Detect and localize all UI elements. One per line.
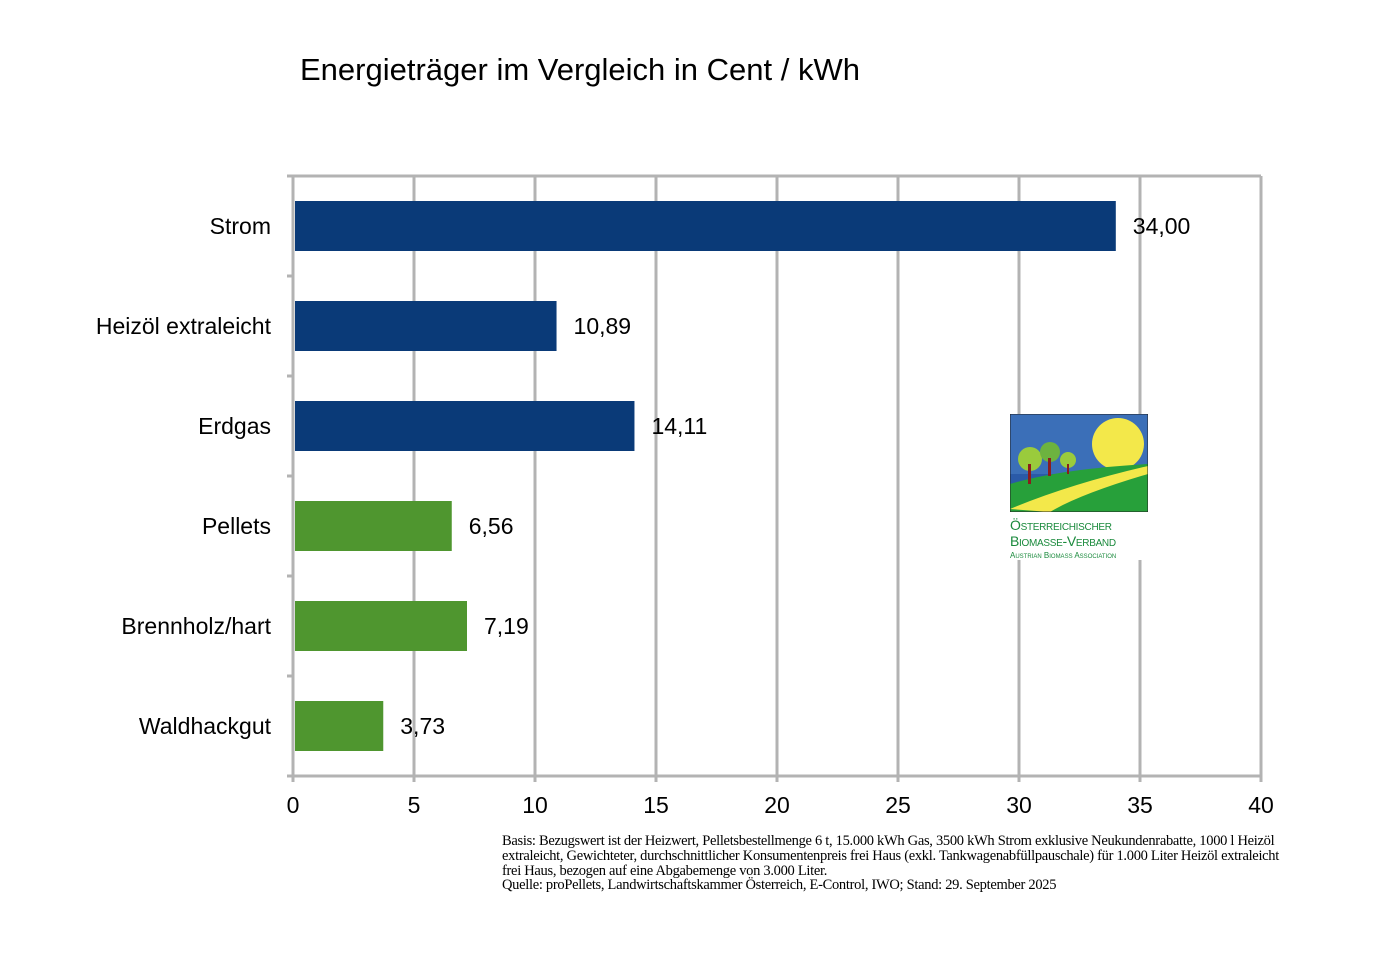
value-label: 34,00 bbox=[1133, 213, 1191, 239]
x-tick-label: 30 bbox=[1006, 792, 1032, 818]
category-label: Strom bbox=[210, 213, 271, 239]
x-tick-label: 25 bbox=[885, 792, 911, 818]
category-label: Waldhackgut bbox=[139, 713, 272, 739]
footnote: Basis: Bezugswert ist der Heizwert, Pell… bbox=[502, 834, 1282, 893]
landscape-logo-icon bbox=[1009, 413, 1149, 513]
category-label: Heizöl extraleicht bbox=[96, 313, 272, 339]
x-tick-label: 0 bbox=[287, 792, 300, 818]
x-tick-label: 10 bbox=[522, 792, 548, 818]
logo-line1: Österreichischer bbox=[1010, 517, 1112, 533]
chart-title: Energieträger im Vergleich in Cent / kWh bbox=[300, 52, 860, 87]
x-tick-label: 35 bbox=[1127, 792, 1153, 818]
logo-line3: Austrian Biomass Association bbox=[1010, 551, 1117, 560]
value-label: 7,19 bbox=[484, 613, 529, 639]
bar-pellets bbox=[295, 501, 452, 551]
bar-brennholz-hart bbox=[295, 601, 467, 651]
value-label: 6,56 bbox=[469, 513, 514, 539]
category-label: Brennholz/hart bbox=[121, 613, 271, 639]
x-tick-label: 5 bbox=[408, 792, 421, 818]
x-tick-label: 15 bbox=[643, 792, 669, 818]
bar-waldhackgut bbox=[295, 701, 384, 751]
x-tick-label: 20 bbox=[764, 792, 790, 818]
category-label: Erdgas bbox=[198, 413, 271, 439]
footnote-basis: Basis: Bezugswert ist der Heizwert, Pell… bbox=[502, 833, 1279, 879]
bar-strom bbox=[295, 201, 1116, 251]
logo-line2: Biomasse-Verband bbox=[1010, 533, 1116, 549]
x-tick-label: 40 bbox=[1248, 792, 1274, 818]
footnote-source: Quelle: proPellets, Landwirtschaftskamme… bbox=[502, 877, 1057, 894]
category-label: Pellets bbox=[202, 513, 271, 539]
value-label: 14,11 bbox=[651, 413, 707, 439]
biomass-association-logo: Österreichischer Biomasse-Verband Austri… bbox=[1009, 413, 1150, 560]
value-label: 3,73 bbox=[400, 713, 445, 739]
bar-erdgas bbox=[295, 401, 635, 451]
value-label: 10,89 bbox=[574, 313, 632, 339]
bar-heiz-l-extraleicht bbox=[295, 301, 557, 351]
